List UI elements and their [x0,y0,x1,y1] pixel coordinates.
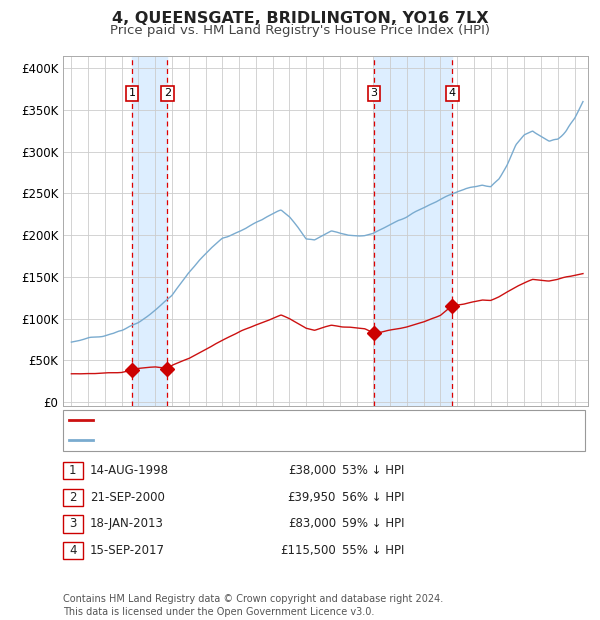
Text: 3: 3 [69,518,77,530]
Text: 1: 1 [69,464,77,477]
Text: Price paid vs. HM Land Registry's House Price Index (HPI): Price paid vs. HM Land Registry's House … [110,24,490,37]
Text: 4, QUEENSGATE, BRIDLINGTON, YO16 7LX: 4, QUEENSGATE, BRIDLINGTON, YO16 7LX [112,11,488,26]
Text: 56% ↓ HPI: 56% ↓ HPI [342,491,404,503]
Bar [132,56,167,406]
Text: £115,500: £115,500 [280,544,336,557]
Text: £39,950: £39,950 [287,491,336,503]
Text: 18-JAN-2013: 18-JAN-2013 [90,518,164,530]
Text: Contains HM Land Registry data © Crown copyright and database right 2024.
This d: Contains HM Land Registry data © Crown c… [63,594,443,617]
Bar [374,56,452,406]
Text: 59% ↓ HPI: 59% ↓ HPI [342,518,404,530]
Text: 4: 4 [449,88,456,99]
Text: 14-AUG-1998: 14-AUG-1998 [90,464,169,477]
Text: 2: 2 [69,491,77,503]
Text: 55% ↓ HPI: 55% ↓ HPI [342,544,404,557]
Text: £38,000: £38,000 [288,464,336,477]
Text: 4, QUEENSGATE, BRIDLINGTON, YO16 7LX (detached house): 4, QUEENSGATE, BRIDLINGTON, YO16 7LX (de… [96,415,425,425]
Text: 21-SEP-2000: 21-SEP-2000 [90,491,165,503]
Text: 53% ↓ HPI: 53% ↓ HPI [342,464,404,477]
Text: 4: 4 [69,544,77,557]
Text: 1: 1 [128,88,136,99]
Text: 2: 2 [164,88,171,99]
Text: £83,000: £83,000 [288,518,336,530]
Text: HPI: Average price, detached house, East Riding of Yorkshire: HPI: Average price, detached house, East… [96,435,427,445]
Text: 15-SEP-2017: 15-SEP-2017 [90,544,165,557]
Text: 3: 3 [371,88,377,99]
